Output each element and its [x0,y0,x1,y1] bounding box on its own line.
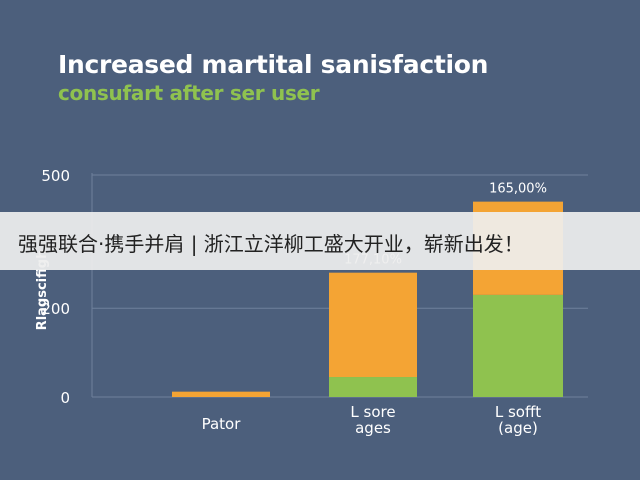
y-tick-label: 0 [60,389,70,407]
x-tick-label: (age) [498,419,538,437]
bar-segment [329,377,417,397]
chart-subtitle: consufart after ser user [58,81,320,105]
banner-text: 强强联合·携手并肩 | 浙江立洋柳工盛大开业，崭新出发！ [18,232,524,256]
bar-value-label: 165,00% [489,182,547,197]
y-axis: 0 200 500 [41,167,93,407]
x-tick-label: Pator [202,415,242,433]
bar-segment [172,391,270,397]
x-tick-label: L sore [350,403,395,421]
x-tick-label: ages [355,419,391,437]
chart-title: Increased martital sanisfaction [58,50,489,79]
bar-segment [473,294,563,397]
y-tick-label: 200 [41,300,70,318]
overlay-banner [0,212,640,270]
bar-segment [329,272,417,378]
y-tick-label: 500 [41,167,70,185]
x-tick-label: L sofft [495,403,541,421]
